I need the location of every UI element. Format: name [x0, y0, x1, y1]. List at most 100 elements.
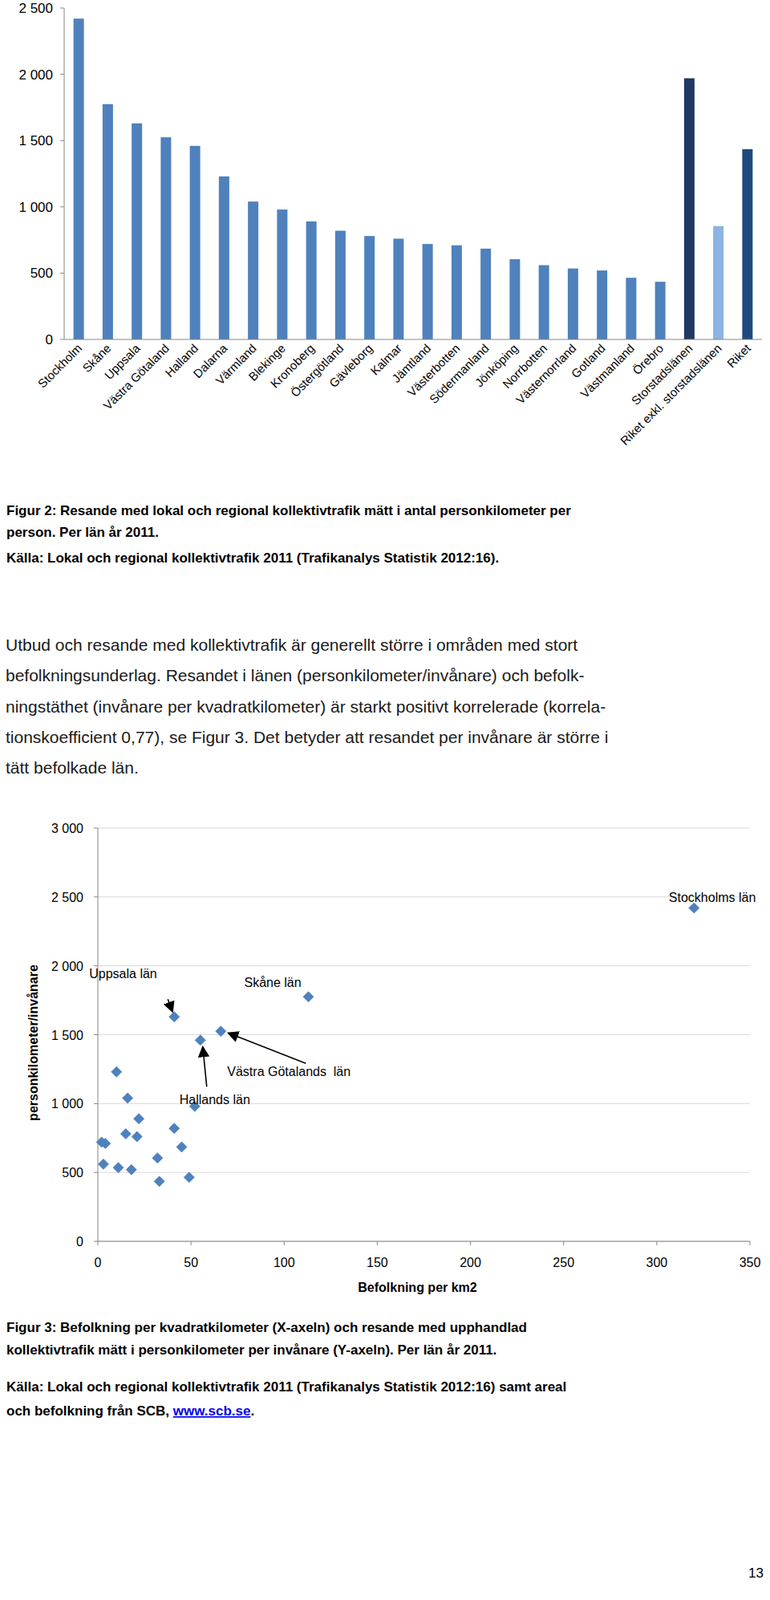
y-tick-label: 1 000	[51, 1096, 84, 1111]
x-tick-label: 300	[646, 1255, 669, 1269]
point	[169, 1011, 180, 1022]
source-end: .	[250, 1402, 255, 1419]
y-tick-label: 0	[45, 332, 53, 348]
bar	[713, 226, 724, 340]
grid-line	[97, 827, 750, 829]
y-tick-label: 500	[61, 1165, 84, 1180]
point	[133, 1113, 145, 1124]
paragraph-line: ningstäthet (invånare per kvadratkilomet…	[5, 697, 606, 716]
point	[215, 1025, 227, 1037]
grid-line	[97, 895, 750, 897]
x-axis-label: Befolkning per km2	[357, 1280, 478, 1294]
bar	[276, 209, 288, 340]
bar	[160, 137, 171, 340]
source: Källa: Lokal och regional kollektivtrafi…	[6, 1378, 567, 1395]
bar	[451, 245, 462, 340]
paragraph-line: tionskoefficient 0,77), se Figur 3. Det …	[5, 727, 608, 746]
bar	[218, 176, 230, 340]
point	[113, 1162, 124, 1173]
point-annotation: Västra Götalands län	[226, 1064, 351, 1078]
bar	[596, 270, 608, 340]
point	[125, 1163, 137, 1175]
bar	[480, 248, 491, 340]
x-tick-label: 0	[94, 1255, 102, 1269]
x-tick-label: Gävleborg	[326, 340, 376, 390]
point-annotation: Skåne län	[243, 975, 301, 989]
point-annotation: Uppsala län	[89, 966, 158, 981]
y-tick	[60, 73, 65, 75]
point	[131, 1130, 142, 1142]
y-tick	[93, 895, 98, 897]
point	[303, 991, 314, 1002]
annotation-arrow	[227, 1032, 306, 1063]
y-tick	[60, 339, 65, 341]
grid-line	[97, 1033, 750, 1035]
grid-line	[97, 1171, 750, 1173]
bar	[364, 235, 375, 340]
source: och befolkning från SCB,	[6, 1402, 174, 1419]
point	[154, 1175, 165, 1187]
caption: person. Per län år 2011.	[6, 524, 159, 540]
annotation-arrow	[202, 1045, 207, 1087]
point-annotation: Hallands län	[179, 1092, 251, 1107]
y-tick-label: 2 500	[51, 890, 84, 904]
bar	[335, 231, 346, 340]
y-tick-label: 1 000	[18, 199, 53, 215]
paragraph-line: befolkningsunderlag. Resandet i länen (p…	[5, 665, 584, 685]
x-tick-label: Västmanland	[577, 340, 637, 401]
point-annotation: Stockholms län	[668, 890, 757, 904]
x-tick	[470, 1240, 471, 1245]
y-tick-label: 500	[30, 265, 53, 281]
caption: kollektivtrafik mätt i personkilometer p…	[6, 1341, 497, 1358]
y-tick	[60, 140, 65, 142]
x-tick	[749, 1240, 751, 1245]
y-tick-label: 1 500	[18, 133, 53, 149]
point	[120, 1128, 131, 1139]
point	[183, 1171, 195, 1183]
x-tick-label: Stockholm	[35, 340, 86, 391]
bar	[102, 104, 114, 340]
bar	[306, 221, 317, 340]
y-tick-label: 2 500	[18, 0, 53, 17]
bar	[655, 281, 666, 340]
x-axis	[97, 1240, 750, 1242]
point	[122, 1092, 134, 1103]
point	[688, 902, 700, 913]
bar	[131, 123, 142, 340]
y-tick-label: 1 500	[51, 1028, 84, 1042]
point	[176, 1141, 187, 1152]
x-tick	[656, 1240, 657, 1245]
point	[111, 1065, 122, 1077]
bar	[741, 149, 753, 340]
y-tick	[93, 1102, 98, 1104]
x-tick-label: 200	[459, 1255, 482, 1269]
link[interactable]: www.scb.se	[172, 1402, 252, 1419]
x-tick-label: Västernorrland	[513, 340, 580, 407]
bar	[422, 243, 434, 340]
bar-chart: 05001 0001 5002 0002 500StockholmSkåneUp…	[18, 0, 762, 448]
scatter-chart: 05001 0001 5002 0002 5003 00005010015020…	[26, 821, 761, 1294]
y-tick-label: 2 000	[18, 67, 53, 83]
x-tick	[97, 1240, 99, 1245]
y-tick-label: 3 000	[51, 821, 84, 835]
x-tick-label: Västra Götaland	[100, 340, 172, 413]
x-tick-label: 50	[183, 1255, 199, 1269]
bar	[393, 238, 404, 340]
caption: Figur 2: Resande med lokal och regional …	[6, 502, 572, 519]
y-tick	[60, 206, 65, 207]
y-tick	[93, 827, 98, 829]
source: Källa: Lokal och regional kollektivtrafi…	[6, 550, 499, 566]
bars	[73, 18, 754, 340]
y-tick	[93, 1033, 98, 1035]
caption: Figur 3: Befolkning per kvadratkilometer…	[6, 1319, 527, 1335]
bar	[567, 268, 579, 340]
x-tick	[283, 1240, 285, 1245]
point	[152, 1152, 163, 1164]
grid-line	[97, 1240, 750, 1242]
bar	[539, 264, 550, 340]
y-tick	[93, 964, 98, 966]
bar	[247, 201, 259, 340]
y-tick	[93, 1240, 98, 1242]
bar	[190, 145, 201, 340]
x-tick	[190, 1240, 192, 1245]
